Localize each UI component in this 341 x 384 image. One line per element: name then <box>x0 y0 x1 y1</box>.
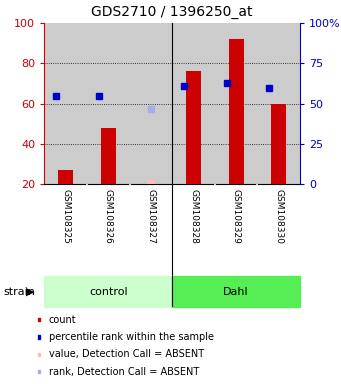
Bar <box>87 23 130 184</box>
Bar <box>130 23 172 184</box>
Bar <box>44 276 172 307</box>
Bar <box>38 353 40 356</box>
Text: GSM108325: GSM108325 <box>61 189 70 244</box>
Text: GSM108329: GSM108329 <box>232 189 241 244</box>
Text: value, Detection Call = ABSENT: value, Detection Call = ABSENT <box>48 349 204 359</box>
Text: GSM108328: GSM108328 <box>189 189 198 244</box>
Bar <box>147 180 155 184</box>
Bar <box>172 276 300 307</box>
Bar <box>172 23 215 184</box>
Bar <box>38 335 40 339</box>
Text: count: count <box>48 314 76 325</box>
Bar <box>38 318 40 321</box>
Bar <box>215 23 257 184</box>
Bar <box>229 39 243 184</box>
Text: GSM108330: GSM108330 <box>274 189 283 244</box>
Text: rank, Detection Call = ABSENT: rank, Detection Call = ABSENT <box>48 366 199 377</box>
Text: GSM108327: GSM108327 <box>146 189 155 244</box>
Bar <box>38 370 40 373</box>
Bar <box>271 104 286 184</box>
Bar <box>257 23 300 184</box>
Text: Dahl: Dahl <box>223 287 249 297</box>
Bar <box>186 71 201 184</box>
Title: GDS2710 / 1396250_at: GDS2710 / 1396250_at <box>91 5 253 19</box>
Text: percentile rank within the sample: percentile rank within the sample <box>48 332 213 342</box>
Text: control: control <box>89 287 128 297</box>
Bar <box>44 23 87 184</box>
Bar <box>101 128 116 184</box>
Text: ▶: ▶ <box>26 287 34 297</box>
Bar <box>58 170 73 184</box>
Text: GSM108326: GSM108326 <box>104 189 113 244</box>
Text: strain: strain <box>3 287 35 297</box>
